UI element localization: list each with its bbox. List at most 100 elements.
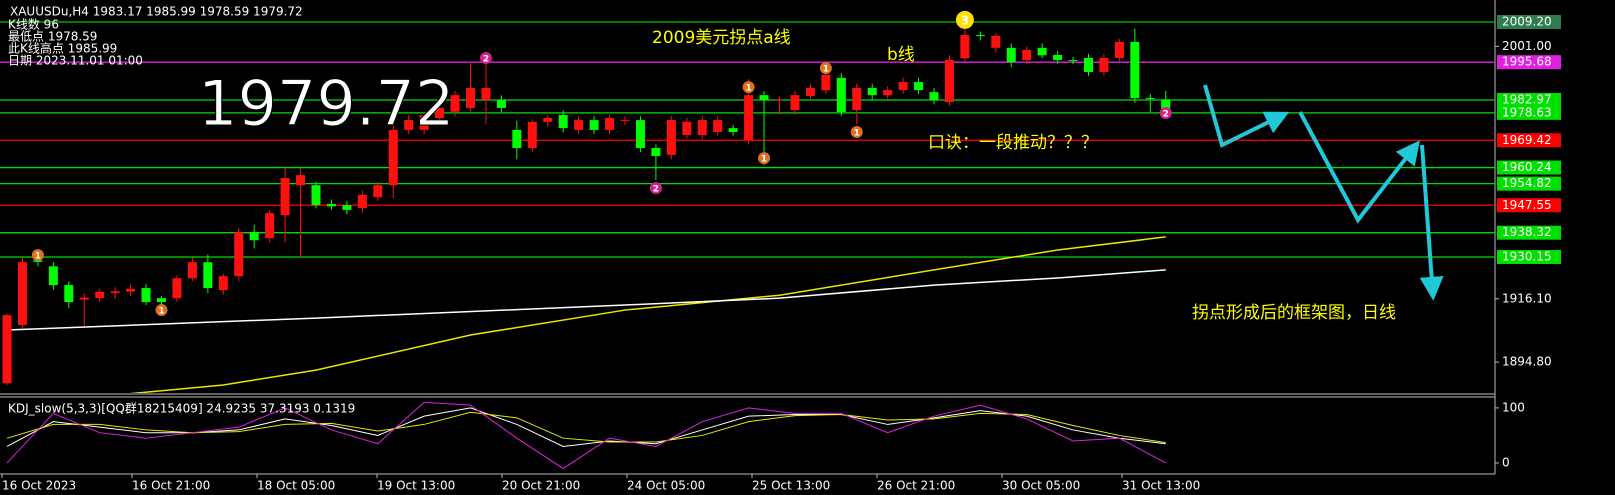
candle-body [404,120,414,130]
candle-body [620,120,630,122]
candle-body [775,99,784,101]
x-tick-label: 30 Oct 05:00 [1002,479,1080,493]
level-label: 1969.42 [1502,133,1552,147]
candle-body [311,185,321,206]
high-info: 此K线高点 1985.99 [8,41,117,56]
candle-body [898,82,908,91]
marker-label: 2 [653,185,659,195]
candle-body [435,107,445,119]
candle-body [79,297,89,300]
candle-body [1068,60,1078,62]
candle-body [960,35,970,59]
candle-body [944,60,954,102]
candle-body [1084,57,1093,72]
level-label: 1978.63 [1502,105,1552,119]
annotation: b线 [887,45,915,65]
x-tick-label: 18 Oct 05:00 [257,479,335,493]
level-box [1497,176,1561,191]
x-tick-label: 24 Oct 05:00 [627,479,705,493]
candle-body [790,95,800,110]
candle-body [975,35,985,37]
candle-body [852,87,862,110]
overlay: XAUUSDu,H4 1983.17 1985.99 1978.59 1979.… [1,5,1561,493]
candle-body [635,120,645,149]
annotation: 拐点形成后的框架图，日线 [1192,303,1396,323]
candle-body [651,148,661,157]
marker-label: 1 [35,252,41,262]
candle-body [713,120,723,132]
marker-label: 3 [961,13,969,27]
arrow [1419,144,1444,301]
candle-body [1099,57,1109,72]
candle-body [929,92,939,100]
x-tick-label: 19 Oct 13:00 [377,479,455,493]
marker [758,152,771,165]
candle-body [605,118,615,130]
candle-body [759,95,769,100]
symbol-line: XAUUSDu,H4 1983.17 1985.99 1978.59 1979.… [10,5,303,19]
marker [850,125,863,138]
candle-body [666,120,676,155]
candle-body [450,95,460,112]
big-price: 1979.72 [198,67,454,140]
kdj-panel [6,401,1166,470]
bars-count: K线数 96 [8,17,59,32]
candle-body [991,35,1001,48]
arrow [1298,111,1420,224]
x-tick-label: 25 Oct 13:00 [752,479,830,493]
level-box [1497,225,1561,240]
level-label: 1982.97 [1502,92,1552,106]
kdj-tick-label: 100 [1502,400,1525,414]
y-tick-label: 2001.00 [1502,39,1552,53]
candle-body [234,232,244,277]
level-label: 1938.32 [1502,225,1552,239]
candle-body [836,77,846,113]
marker [649,182,662,195]
candle-body [1006,47,1016,63]
marker [31,249,44,262]
kdj-line [6,401,1166,470]
candle-body [296,175,306,186]
annotation: 口诀：一段推动？？？ [928,133,1098,153]
moving-average [129,236,1166,393]
level-box [1497,105,1561,120]
candle-body [543,118,553,122]
candle-body [574,120,584,130]
candle-body [126,288,136,292]
candle-body [280,178,290,216]
candle-body [512,129,522,149]
candle-body [744,95,754,141]
level-label: 2009.20 [1502,14,1552,28]
kdj-line [6,411,1166,444]
marker-label: 1 [158,307,164,317]
marker-label: 1 [854,128,860,138]
x-tick-label: 20 Oct 21:00 [502,479,580,493]
candle-body [33,260,43,262]
marker [819,62,832,75]
candle-body [48,266,58,286]
level-box [1497,55,1561,70]
marker-label: 1 [745,84,751,94]
candle-body [1130,41,1140,99]
candle-body [110,291,120,294]
level-label: 1930.15 [1502,249,1552,263]
x-tick-label: 16 Oct 2023 [2,479,76,493]
candle-body [249,232,259,241]
level-box [1497,160,1561,175]
level-box [1497,133,1561,148]
candle-body [805,87,815,97]
level-label: 1995.68 [1502,55,1552,69]
candle-body [265,213,275,239]
marker-label: 2 [483,54,489,64]
level-box [1497,92,1561,107]
candle-body [481,87,491,100]
candle-body [496,99,506,108]
candle-body [1022,49,1032,61]
level-box [1497,14,1561,29]
candle-body [326,203,336,207]
marker-label: 2 [1163,109,1169,119]
candle-body [1053,54,1063,61]
